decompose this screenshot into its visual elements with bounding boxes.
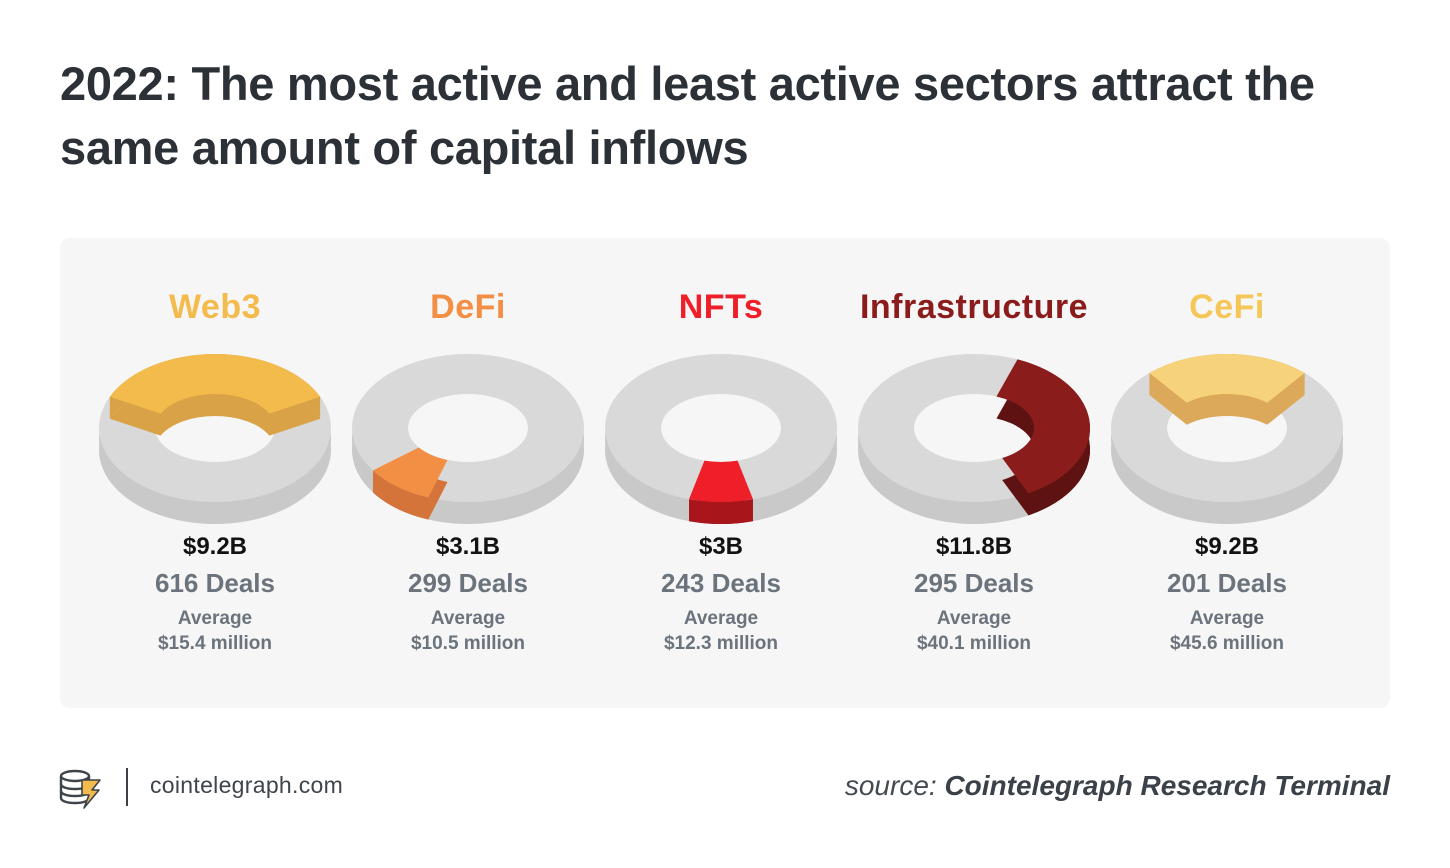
sector-amount: $11.8B (935, 533, 1013, 560)
segment-top-infrastructure (996, 359, 1090, 494)
sector-average-label: Average (430, 608, 506, 629)
sector-deals: 243 Deals (661, 568, 781, 598)
source-name: Cointelegraph Research Terminal (944, 770, 1390, 801)
sector-average-label: Average (177, 608, 253, 629)
donut-infrastructure (858, 354, 1090, 524)
segment-top-nfts (689, 460, 753, 502)
segment-outer-wall (689, 499, 753, 524)
sector-cefi: CeFi $9.2B 201 Deals Average $45.6 milli… (1102, 238, 1352, 708)
segment-top-web3 (109, 354, 321, 414)
sector-average-value: $12.3 million (663, 633, 779, 654)
sector-name: DeFi (430, 288, 506, 326)
sector-name: CeFi (1189, 288, 1265, 326)
sector-name: NFTs (678, 288, 764, 326)
sector-deals: 616 Deals (155, 568, 275, 598)
sector-average-value: $10.5 million (410, 633, 526, 654)
sector-average-value: $40.1 million (916, 633, 1032, 654)
chart-panel: Web3 $9.2B 616 Deals Average $15.4 milli… (60, 238, 1390, 708)
donut-cefi (1111, 354, 1343, 524)
ring-hole (408, 394, 528, 462)
sector-average-value: $45.6 million (1169, 633, 1285, 654)
sector-nfts: NFTs $3B 243 Deals Average $12.3 million (596, 238, 846, 708)
sector-amount: $3.1B (435, 533, 501, 560)
sector-amount: $9.2B (182, 533, 248, 560)
footer-divider (126, 768, 128, 806)
sector-amount: $9.2B (1194, 533, 1260, 560)
footer-site-link[interactable]: cointelegraph.com (150, 772, 344, 798)
sector-average-label: Average (936, 608, 1012, 629)
segment-top-defi (372, 447, 448, 498)
sector-name: Web3 (168, 288, 262, 326)
sector-average-label: Average (683, 608, 759, 629)
ring-hole (661, 394, 781, 462)
chart-title: 2022: The most active and least active s… (60, 57, 1315, 174)
donut-nfts (605, 354, 837, 524)
sector-deals: 295 Deals (914, 568, 1034, 598)
sector-amount: $3B (698, 533, 744, 560)
sector-average-value: $15.4 million (157, 633, 273, 654)
sector-infrastructure: Infrastructure $11.8B 295 Deals Average … (849, 238, 1099, 708)
sector-deals: 299 Deals (408, 568, 528, 598)
segment-outer-wall (372, 470, 429, 520)
segment-top-cefi (1149, 354, 1305, 403)
sector-web3: Web3 $9.2B 616 Deals Average $15.4 milli… (90, 238, 340, 708)
sector-deals: 201 Deals (1167, 568, 1287, 598)
donut-defi (352, 354, 584, 524)
source-label: source: (844, 770, 937, 801)
sector-average-label: Average (1189, 608, 1265, 629)
cointelegraph-logo-icon (59, 769, 101, 809)
sector-defi: DeFi $3.1B 299 Deals Average $10.5 milli… (343, 238, 593, 708)
donut-web3 (98, 354, 331, 524)
footer-source: source: Cointelegraph Research Terminal (845, 770, 1390, 802)
sector-name: Infrastructure (859, 288, 1089, 326)
ring-top (605, 354, 837, 502)
